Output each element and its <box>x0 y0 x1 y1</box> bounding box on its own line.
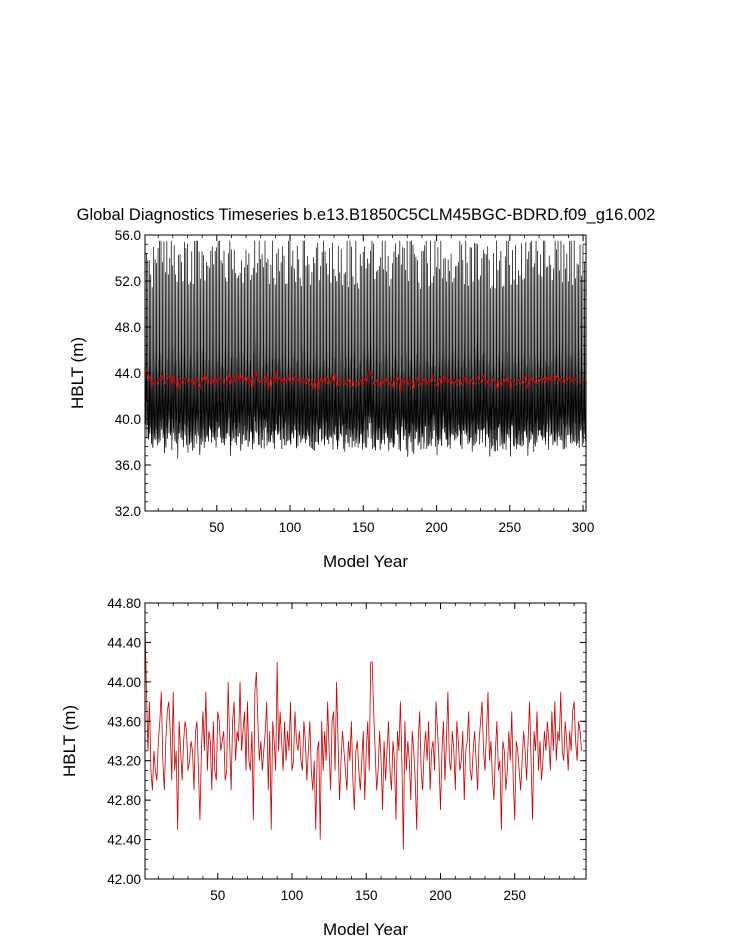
bottom-ticks: 50 100 150 200 250 42.00 42.40 42.80 43.20 43.60 4… <box>107 596 586 903</box>
y-tick-label: 44.80 <box>107 596 141 611</box>
top-plot-area <box>144 240 587 459</box>
bottom-x-axis-label: Model Year <box>323 920 408 939</box>
y-tick-label: 42.00 <box>107 872 141 887</box>
y-tick-label: 42.80 <box>107 793 141 808</box>
bottom-panel: 50 100 150 200 250 42.00 42.40 42.80 43.20 43.60 4… <box>60 596 587 939</box>
x-tick-label: 100 <box>281 888 304 903</box>
y-tick-label: 48.0 <box>115 320 141 335</box>
y-tick-label: 44.0 <box>115 366 141 381</box>
y-tick-label: 43.60 <box>107 714 141 729</box>
y-tick-label: 32.0 <box>115 504 141 519</box>
y-tick-label: 42.40 <box>107 833 141 848</box>
monthly-series-line <box>144 240 587 459</box>
bottom-plot-area <box>144 622 582 850</box>
annual-mean-line-bottom <box>144 622 582 850</box>
bottom-plot-frame <box>144 602 587 880</box>
x-tick-label: 300 <box>572 520 595 535</box>
y-tick-label: 44.00 <box>107 675 141 690</box>
x-tick-label: 150 <box>352 520 375 535</box>
top-y-axis-label: HBLT (m) <box>68 337 87 409</box>
x-tick-label: 250 <box>503 888 526 903</box>
x-tick-label: 250 <box>499 520 522 535</box>
y-tick-label: 43.20 <box>107 754 141 769</box>
y-tick-label: 36.0 <box>115 458 141 473</box>
y-tick-label: 56.0 <box>115 228 141 243</box>
x-tick-label: 200 <box>429 888 452 903</box>
chart-title: Global Diagnostics Timeseries b.e13.B185… <box>77 206 656 224</box>
y-tick-label: 52.0 <box>115 274 141 289</box>
bottom-y-axis-label: HBLT (m) <box>60 705 79 777</box>
top-ticks: 50 100 150 200 250 300 32.0 36.0 40.0 44.0 48.0 52.… <box>115 228 595 535</box>
x-tick-label: 50 <box>209 520 224 535</box>
top-x-axis-label: Model Year <box>323 552 408 571</box>
x-tick-label: 100 <box>279 520 302 535</box>
y-tick-label: 44.40 <box>107 635 141 650</box>
annual-mean-line-top <box>145 366 586 393</box>
x-tick-label: 150 <box>355 888 378 903</box>
x-tick-label: 50 <box>210 888 225 903</box>
y-tick-label: 40.0 <box>115 412 141 427</box>
x-tick-label: 200 <box>425 520 448 535</box>
top-panel: Global Diagnostics Timeseries b.e13.B185… <box>68 206 655 571</box>
